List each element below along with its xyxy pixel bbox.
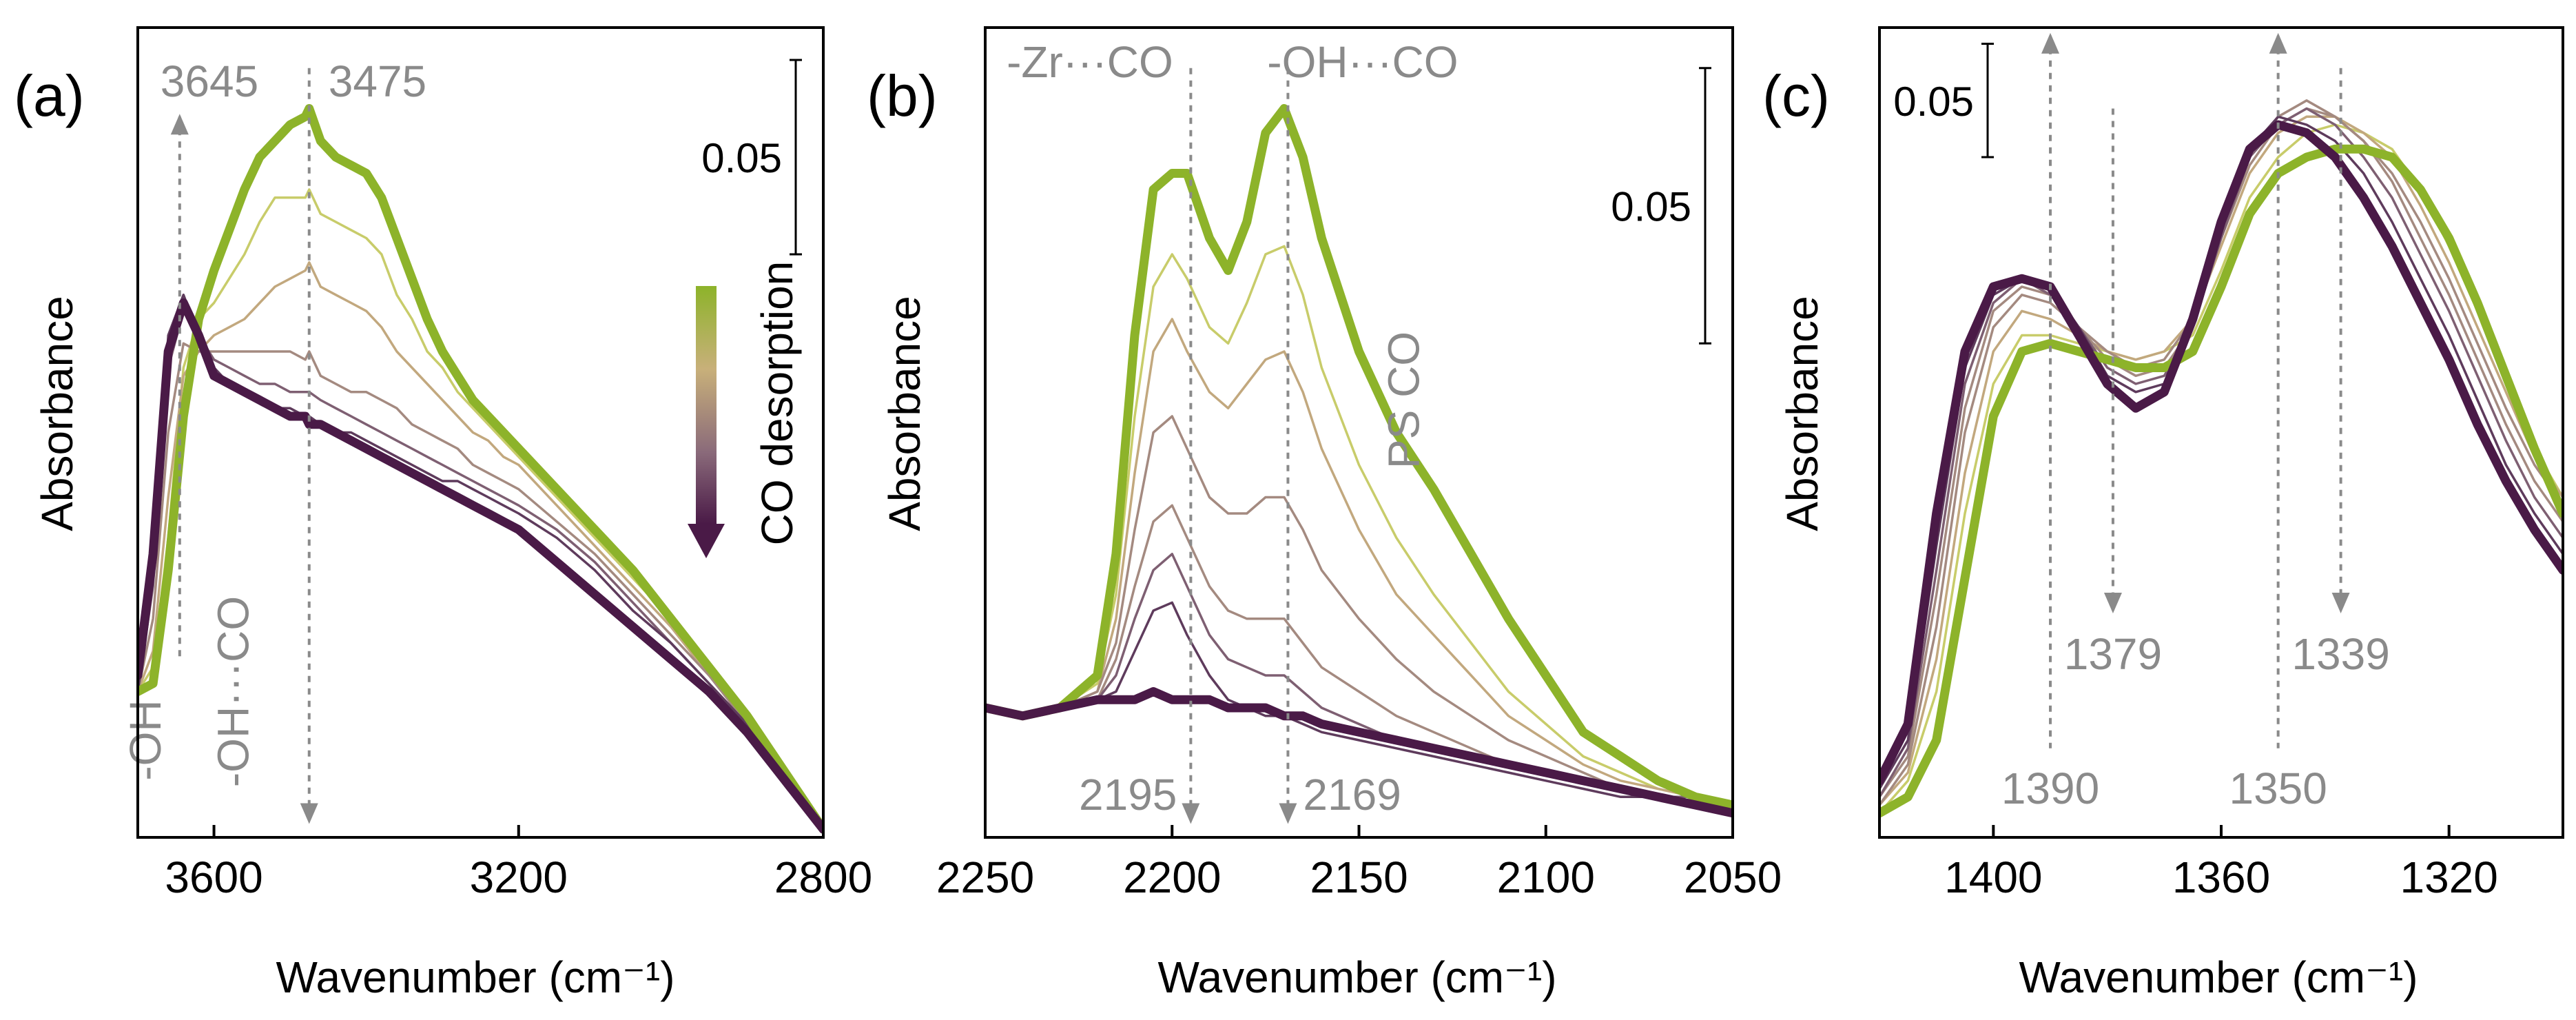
series-line-c-0 <box>1879 144 2563 818</box>
x-tick-label-c-1320: 1320 <box>2400 853 2497 902</box>
series-line-b-0 <box>985 104 1733 810</box>
series-group-b <box>985 104 1733 818</box>
x-tick-label-b-2150: 2150 <box>1310 853 1408 902</box>
series-line-c-7 <box>1879 120 2563 786</box>
plot-b: 2195 2169 -Zr···CO -OH···CO PS CO 0.05 2250 220… <box>936 26 1782 902</box>
series-line-c-4 <box>1879 99 2563 799</box>
x-tick-label-b-2200: 2200 <box>1123 853 1221 902</box>
vline-label-c-1379: 1379 <box>2064 629 2162 679</box>
vline-label-c-1339: 1339 <box>2291 629 2389 679</box>
x-tick-label-b-2250: 2250 <box>936 853 1034 902</box>
annotation-a-1: -OH···CO <box>208 596 258 787</box>
plot-frame-b <box>984 26 1734 839</box>
plot-a: 3645 3475 -OH -OH···CO 0.05 3600 3200 2800 <box>121 26 872 902</box>
vline-arrow-b-2169 <box>1279 803 1297 824</box>
scale-bar-label-a: 0.05 <box>701 135 782 181</box>
x-tick-label-a-3600: 3600 <box>165 853 262 902</box>
vline-arrow-c-1339 <box>2331 593 2350 613</box>
panel-c-ylabel: Absorbance <box>1778 296 1827 531</box>
scale-bar-label-c: 0.05 <box>1893 79 1974 125</box>
panel-c-label: (c) <box>1762 63 1830 128</box>
vline-arrow-b-2195 <box>1182 803 1200 824</box>
panel-b-ylabel: Absorbance <box>880 296 929 531</box>
series-line-a-4 <box>138 309 823 831</box>
annotation-b-2: PS CO <box>1379 332 1428 469</box>
x-tick-label-a-2800: 2800 <box>774 853 872 902</box>
legend-arrow <box>688 286 725 558</box>
series-line-b-1 <box>985 245 1733 806</box>
series-line-c-5 <box>1879 107 2563 799</box>
vline-label-b-2169: 2169 <box>1303 770 1401 819</box>
panel-b: (b) Absorbance Wavenumber (cm⁻¹) <box>867 63 1557 1002</box>
panel-c: (c) Absorbance Wavenumber (cm⁻¹) <box>1762 63 2418 1002</box>
legend-arrow-head <box>688 524 725 558</box>
series-group-a <box>138 104 823 834</box>
series-line-b-2 <box>985 318 1733 806</box>
annotation-b-1: -OH···CO <box>1267 37 1458 87</box>
panel-b-label: (b) <box>867 63 938 128</box>
series-line-a-2 <box>138 261 823 831</box>
x-tick-label-c-1400: 1400 <box>1944 853 2042 902</box>
panel-b-xlabel: Wavenumber (cm⁻¹) <box>1157 952 1556 1002</box>
vline-label-c-1390: 1390 <box>2001 764 2099 813</box>
series-line-a-6 <box>138 298 823 834</box>
annotation-a-0: -OH <box>121 700 170 780</box>
vline-arrow-c-1390 <box>2041 32 2059 54</box>
scale-bar-label-b: 0.05 <box>1611 184 1691 230</box>
vline-arrow-c-1379 <box>2103 593 2122 613</box>
x-tick-label-b-2050: 2050 <box>1684 853 1782 902</box>
panel-a-label: (a) <box>14 63 85 128</box>
x-tick-label-b-2100: 2100 <box>1497 853 1595 902</box>
x-tick-label-c-1360: 1360 <box>2172 853 2270 902</box>
series-line-c-2 <box>1879 115 2563 806</box>
series-line-a-1 <box>138 188 823 831</box>
panel-a-xlabel: Wavenumber (cm⁻¹) <box>276 952 674 1002</box>
vline-arrow-c-1350 <box>2269 32 2287 54</box>
series-line-a-3 <box>138 342 823 831</box>
panel-c-xlabel: Wavenumber (cm⁻¹) <box>2019 952 2418 1002</box>
vline-label-a-3645: 3645 <box>161 57 258 106</box>
vline-arrow-a-3645 <box>170 114 189 135</box>
series-line-b-7 <box>985 687 1733 818</box>
plot-frame-a <box>136 26 825 839</box>
vline-label-c-1350: 1350 <box>2229 764 2327 813</box>
vline-label-a-3475: 3475 <box>329 57 426 106</box>
legend-label: CO desorption <box>752 261 802 546</box>
series-group-c <box>1879 99 2563 818</box>
x-tick-label-a-3200: 3200 <box>470 853 568 902</box>
panel-a-ylabel: Absorbance <box>32 296 82 531</box>
vline-arrow-a-3475 <box>300 803 318 824</box>
series-line-b-3 <box>985 415 1733 806</box>
annotation-b-0: -Zr···CO <box>1007 37 1173 87</box>
legend-gradient-bar <box>696 286 717 524</box>
plot-c: 1390 1379 1350 1339 0.05 1400 1360 1320 <box>1878 26 2564 902</box>
vline-label-b-2195: 2195 <box>1079 770 1177 819</box>
series-line-a-0 <box>138 104 823 834</box>
panel-a: (a) Absorbance Wavenumber (cm⁻¹) CO deso… <box>14 63 802 1002</box>
